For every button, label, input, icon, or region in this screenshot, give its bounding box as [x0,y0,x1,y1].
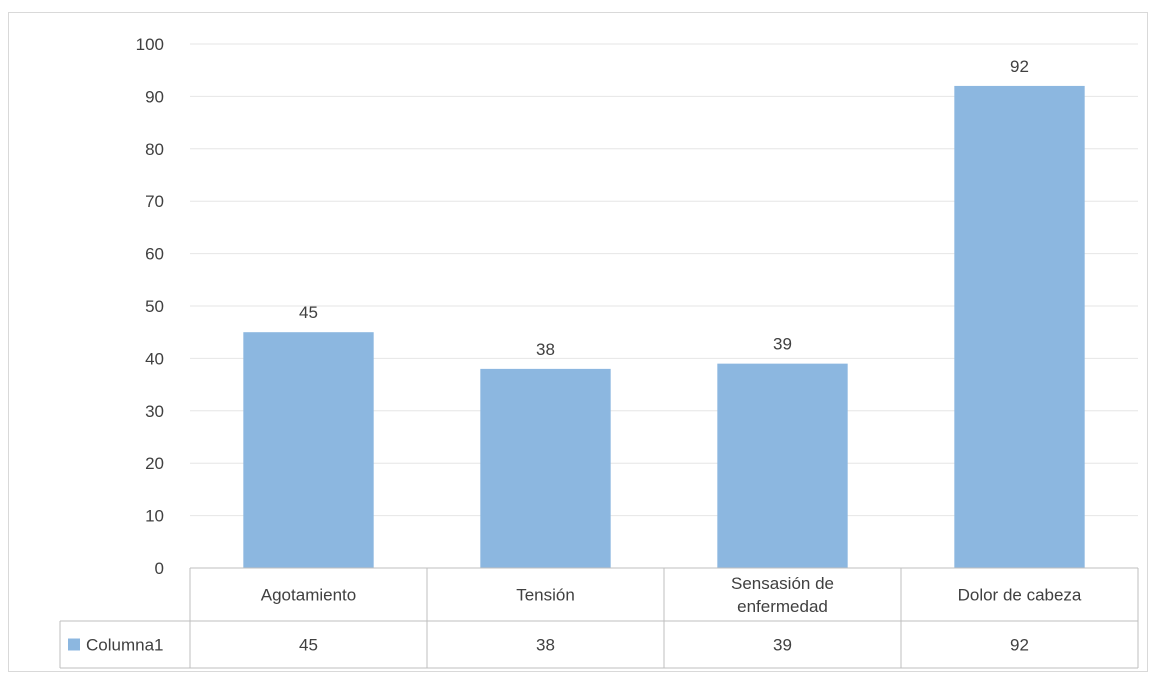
table-value: 45 [299,636,318,655]
category-label: Dolor de cabeza [958,586,1082,605]
y-tick-label: 10 [145,507,164,526]
bar [480,368,611,568]
y-tick-label: 90 [145,87,164,106]
y-tick-label: 60 [145,245,164,264]
data-label: 38 [536,340,555,359]
data-label: 92 [1010,57,1029,76]
table-value: 92 [1010,636,1029,655]
y-tick-label: 80 [145,140,164,159]
y-axis-ticks: 0 10 20 30 40 50 60 70 80 90 100 [136,35,164,578]
data-label: 39 [773,335,792,354]
table-value: 38 [536,636,555,655]
category-label: enfermedad [737,597,828,616]
y-tick-label: 30 [145,402,164,421]
category-label: Tensión [516,586,575,605]
data-labels: 45 38 39 92 [299,57,1029,359]
bar [954,85,1085,569]
y-tick-label: 50 [145,297,164,316]
legend-label: Columna1 [86,636,164,655]
bars [243,85,1085,569]
y-tick-label: 0 [155,559,164,578]
chart-frame [8,12,1148,672]
legend-swatch [68,638,80,651]
data-label: 45 [299,303,318,322]
table-value: 39 [773,636,792,655]
bar [243,332,374,568]
data-table: Agotamiento Tensión Sensasión de enfermedad… [59,567,1139,669]
bar [717,363,848,568]
y-tick-label: 100 [136,35,164,54]
category-label: Agotamiento [261,586,356,605]
y-tick-label: 40 [145,349,164,368]
y-tick-label: 20 [145,454,164,473]
y-tick-label: 70 [145,192,164,211]
category-label: Sensasión de [731,574,834,593]
